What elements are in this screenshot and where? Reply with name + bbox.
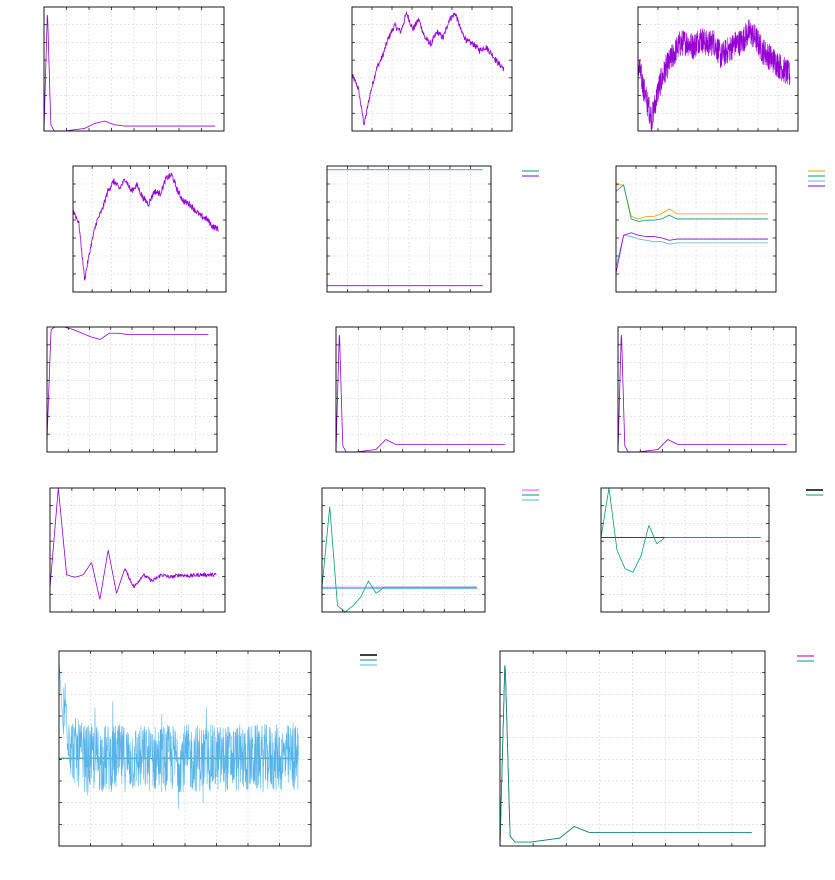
series-line-2 — [615, 184, 768, 222]
chart-3 — [637, 6, 799, 132]
plot-frame — [321, 487, 486, 613]
chart-10 — [49, 487, 226, 613]
plot-frame — [49, 487, 226, 613]
chart-13 — [58, 650, 377, 847]
series-line-1 — [46, 326, 209, 440]
plot-frame — [615, 165, 777, 293]
plot-frame — [351, 6, 513, 132]
plot-frame — [637, 6, 799, 132]
chart-5 — [326, 165, 539, 293]
chart-12 — [600, 487, 823, 613]
series-line-1 — [499, 665, 752, 847]
series-line-1 — [335, 334, 506, 453]
plot-frame — [72, 165, 227, 293]
series-line-3 — [615, 234, 768, 267]
plot-frame — [499, 650, 766, 847]
series-line-2 — [321, 506, 477, 613]
series-line-1 — [49, 488, 217, 600]
series-line-2 — [600, 488, 761, 573]
series-line-1 — [617, 334, 788, 453]
chart-2 — [351, 6, 513, 132]
chart-14 — [499, 650, 814, 847]
series-line-1 — [72, 172, 219, 281]
plot-frame — [617, 326, 797, 453]
series-line-1 — [43, 14, 215, 132]
chart-9 — [617, 326, 797, 453]
chart-4 — [72, 165, 227, 293]
plot-frame — [600, 487, 770, 613]
plot-frame — [335, 326, 515, 453]
series-line-3 — [58, 660, 299, 809]
plot-frame — [43, 6, 225, 132]
chart-7 — [46, 326, 218, 453]
series-line-1 — [616, 184, 768, 220]
series-line-1 — [637, 19, 791, 132]
chart-11 — [321, 487, 539, 613]
plot-frame — [58, 650, 312, 847]
chart-8 — [335, 326, 515, 453]
plot-frame — [326, 165, 492, 293]
series-line-1 — [351, 10, 505, 126]
chart-1 — [43, 6, 225, 132]
plot-frame — [46, 326, 218, 453]
series-line-4 — [615, 232, 768, 274]
series-line-2 — [499, 665, 752, 847]
chart-6 — [615, 165, 825, 293]
